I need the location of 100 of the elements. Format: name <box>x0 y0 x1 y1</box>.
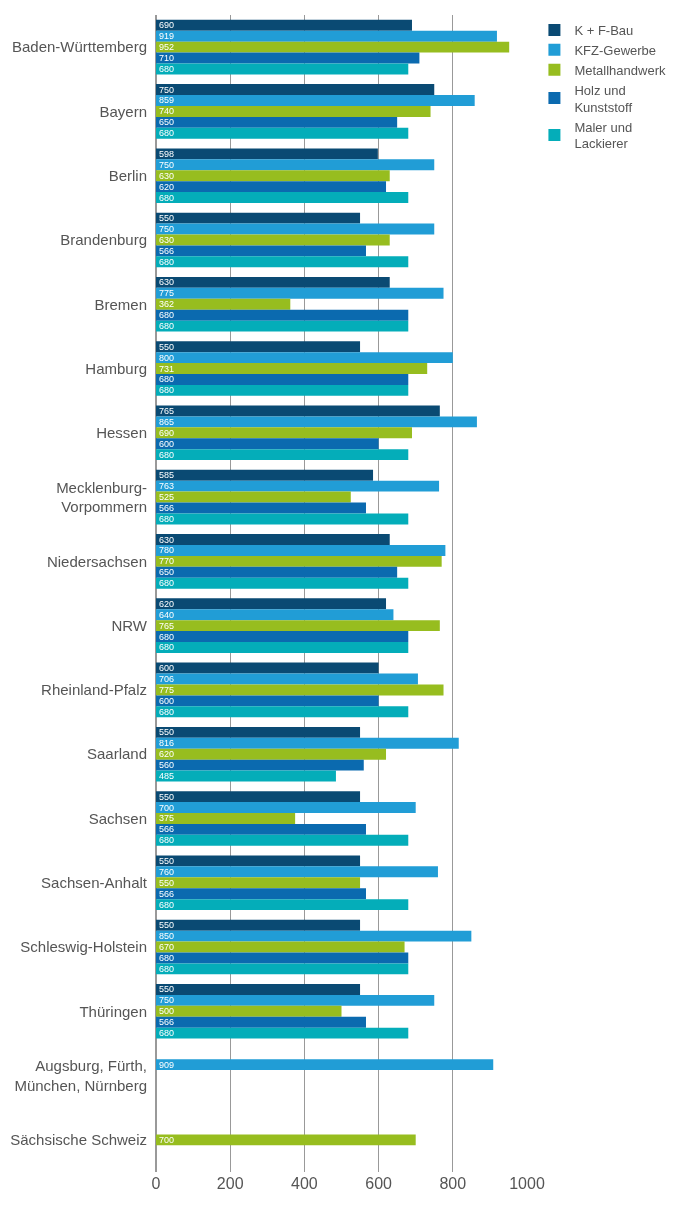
bar <box>156 642 409 653</box>
legend-label: Maler und Lackierer <box>574 119 633 152</box>
bar <box>156 384 409 396</box>
data-label: 630 <box>159 277 175 288</box>
bar <box>156 287 444 299</box>
data-label: 680 <box>159 952 175 963</box>
y-tick-label: Brandenburg <box>60 231 147 249</box>
bar <box>156 695 379 707</box>
data-label: 600 <box>159 695 175 706</box>
y-tick-label: Sachsen-Anhalt <box>41 874 148 891</box>
y-tick-label: Schleswig-Holstein <box>20 938 147 956</box>
data-label: 620 <box>159 749 175 760</box>
data-label: 485 <box>159 771 175 782</box>
bar <box>156 41 510 53</box>
y-tick-label: Hamburg <box>85 359 147 377</box>
data-label: 690 <box>159 20 175 31</box>
legend-label: Holz und Kunststoff <box>574 82 633 115</box>
data-label: 763 <box>159 481 175 492</box>
bar <box>156 952 409 964</box>
data-label: 680 <box>159 631 175 642</box>
data-label: 670 <box>159 942 175 953</box>
data-label: 919 <box>159 31 175 42</box>
data-label: 680 <box>159 1028 175 1039</box>
bar <box>156 1059 494 1071</box>
bar <box>156 534 390 545</box>
bar <box>156 320 409 332</box>
bar <box>156 770 336 782</box>
y-tick-label: Hessen <box>96 424 147 442</box>
data-label: 800 <box>159 352 175 363</box>
bar <box>156 813 296 824</box>
data-label: 680 <box>159 578 175 589</box>
data-label: 630 <box>159 534 175 545</box>
data-label: 700 <box>159 1134 175 1145</box>
legend-label: K + F-Bau <box>574 23 634 39</box>
bar <box>156 245 366 257</box>
legend-label: Metallhandwerk <box>574 62 666 78</box>
data-label: 550 <box>159 213 175 224</box>
data-label: 640 <box>159 609 175 620</box>
data-label: 620 <box>159 181 175 192</box>
bar <box>156 309 409 321</box>
bar <box>156 1027 409 1039</box>
y-tick-label: Saarland <box>86 745 147 763</box>
bar <box>156 544 446 556</box>
data-label: 550 <box>159 984 175 995</box>
data-label: 680 <box>159 513 175 524</box>
bar <box>156 994 435 1006</box>
bar <box>156 877 361 889</box>
bar <box>156 726 361 738</box>
data-label: 550 <box>159 855 175 866</box>
bar <box>156 416 477 428</box>
data-label: 550 <box>159 920 175 931</box>
bar <box>156 791 361 803</box>
x-tick-label: 400 <box>291 1175 318 1192</box>
bar <box>156 52 420 64</box>
bar <box>156 449 409 461</box>
bar <box>156 662 379 674</box>
y-tick-label: Sachsen <box>88 809 147 827</box>
bar <box>156 620 440 632</box>
bar <box>156 159 435 171</box>
x-tick-label: 800 <box>439 1175 467 1192</box>
data-label: 680 <box>159 63 175 74</box>
bar <box>156 983 361 995</box>
bar <box>156 706 409 718</box>
data-label: 765 <box>159 405 175 416</box>
bar <box>156 834 409 846</box>
data-label: 770 <box>159 556 175 567</box>
y-tick-label: Bremen <box>94 295 147 313</box>
bar <box>156 95 475 106</box>
data-label: 680 <box>159 899 175 910</box>
bar <box>156 127 409 139</box>
data-label: 680 <box>159 449 175 460</box>
bar <box>156 181 387 193</box>
data-label: 750 <box>159 159 175 170</box>
data-label: 775 <box>159 684 175 695</box>
bar <box>156 748 387 760</box>
bar <box>156 84 435 96</box>
data-label: 909 <box>159 1059 175 1070</box>
bar <box>156 427 412 439</box>
data-label: 750 <box>159 84 175 95</box>
bar <box>156 405 440 417</box>
bar <box>156 223 435 235</box>
data-label: 620 <box>159 598 175 609</box>
bar <box>156 363 428 374</box>
data-label: 680 <box>159 256 175 267</box>
bar <box>156 148 378 160</box>
data-label: 566 <box>159 1017 175 1028</box>
x-tick-label: 0 <box>151 1175 161 1192</box>
data-label: 600 <box>159 438 175 449</box>
bar <box>156 737 459 749</box>
data-label: 765 <box>159 620 175 631</box>
data-label: 680 <box>159 642 175 653</box>
data-label: 680 <box>159 321 175 332</box>
data-label: 760 <box>159 866 175 877</box>
bar <box>156 609 394 621</box>
bar <box>156 491 351 503</box>
data-label: 598 <box>159 148 175 159</box>
data-label: 650 <box>159 567 175 578</box>
data-label: 731 <box>159 363 175 374</box>
data-label: 750 <box>159 995 175 1006</box>
bar <box>156 577 409 589</box>
